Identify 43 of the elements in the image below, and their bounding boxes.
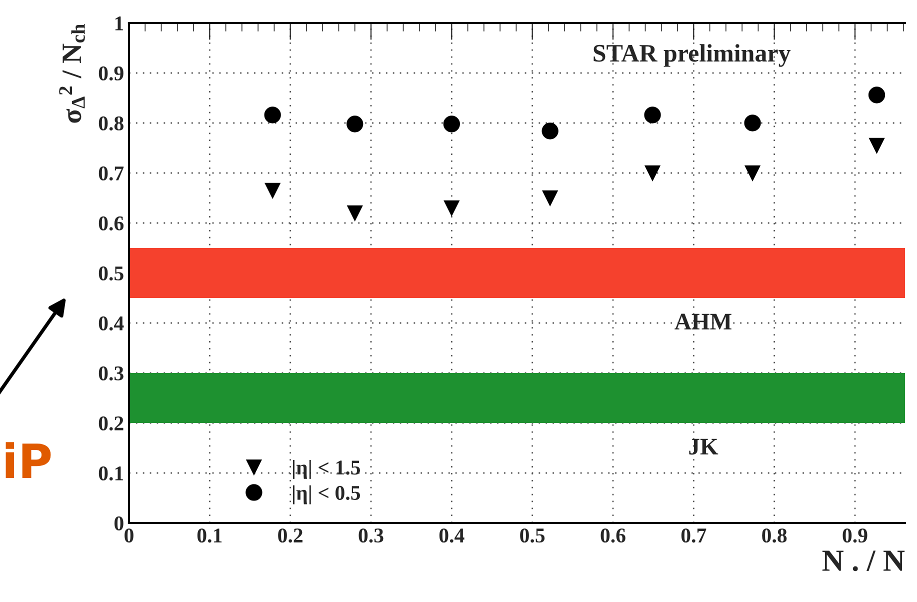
x-tick-label: 0.9 (842, 528, 868, 543)
x-axis-title: N . / N (822, 550, 905, 572)
point (744, 114, 761, 132)
point (868, 86, 886, 104)
y-tick-label: 0 (114, 516, 124, 530)
point (346, 116, 364, 132)
point (542, 190, 558, 206)
y-tick-label: 0.1 (98, 466, 124, 481)
y-tick-label: 0.7 (98, 166, 124, 181)
legend-label: |η| < 1.5 (293, 460, 360, 479)
point (644, 165, 660, 181)
point (869, 138, 884, 154)
point (264, 182, 280, 198)
annotation: STAR preliminary (594, 44, 791, 67)
y-tick-label: 1 (115, 16, 124, 30)
point (443, 116, 460, 132)
point (744, 165, 760, 181)
x-tick-label: 0.1 (197, 528, 222, 543)
y-tick-label: 0.9 (98, 66, 124, 81)
x-tick-label: 0.7 (681, 528, 706, 543)
x-tick-label: 0.2 (278, 528, 302, 543)
y-tick-label: 0.8 (98, 116, 124, 131)
x-tick-label: 0 (124, 528, 134, 543)
band-label: AHM (674, 314, 732, 330)
point (264, 106, 281, 124)
x-tick-label: 0.5 (520, 528, 545, 543)
x-tick-label: 0.3 (358, 528, 384, 543)
y-tick-label: 0.4 (98, 316, 124, 331)
legend-label: |η| < 0.5 (293, 485, 360, 504)
y-tick-label: 0.3 (98, 366, 124, 381)
x-tick-label: 0.8 (762, 528, 787, 543)
band-label: JK (689, 438, 718, 455)
y-tick-label: 0.2 (98, 416, 124, 431)
y-axis-title: σ$_{Δ}$$^{2}$ / N$_{ch}$ (59, 24, 85, 123)
y-tick-label: 0.5 (98, 266, 124, 281)
point (347, 205, 362, 221)
point (542, 122, 558, 140)
y-tick-label: 0.6 (98, 216, 124, 231)
x-tick-label: 0.6 (600, 528, 626, 543)
point (644, 106, 661, 124)
text: iP (6, 442, 51, 478)
x-tick-label: 0.4 (439, 528, 464, 543)
point (444, 200, 460, 216)
